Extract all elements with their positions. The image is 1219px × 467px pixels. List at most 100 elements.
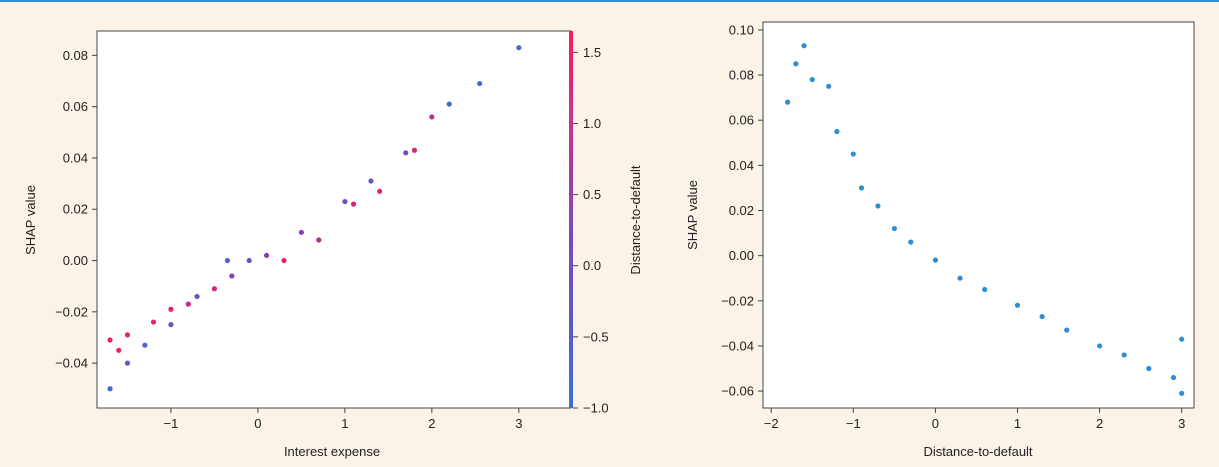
right-y-tick-label: −0.06	[721, 384, 754, 399]
left-point	[185, 301, 191, 307]
left-point	[116, 347, 122, 353]
left-x-axis: −1 0 1 2 3	[164, 408, 522, 431]
right-y-axis-label: SHAP value	[685, 180, 700, 250]
right-y-tick-label: 0.04	[729, 158, 754, 173]
left-point	[211, 286, 218, 292]
left-point	[224, 257, 231, 264]
left-point	[403, 150, 409, 156]
left-y-axis: −0.04 −0.02 0.00 0.02 0.04 0.06 0.08	[55, 48, 97, 371]
left-point	[124, 360, 131, 366]
left-point	[124, 332, 131, 338]
right-point	[1014, 302, 1021, 308]
right-point	[1170, 374, 1177, 381]
left-point	[377, 188, 383, 194]
colorbar-tick-label: 1.0	[583, 116, 601, 131]
right-point	[1146, 365, 1152, 372]
left-point	[298, 229, 304, 235]
left-point	[411, 147, 418, 153]
left-y-tick-label: 0.02	[63, 202, 88, 217]
left-point	[516, 45, 522, 51]
right-y-tick-label: −0.04	[721, 338, 754, 353]
right-point	[793, 61, 799, 67]
left-x-tick-label: −1	[164, 416, 179, 431]
right-point	[908, 239, 914, 245]
left-y-tick-label: 0.06	[63, 99, 88, 114]
left-x-tick-label: 1	[341, 416, 348, 431]
left-y-axis-label: SHAP value	[23, 185, 38, 255]
right-point	[1179, 390, 1185, 396]
right-plot-area	[762, 21, 1195, 409]
colorbar	[569, 31, 573, 408]
left-x-tick-label: 3	[515, 416, 522, 431]
right-point	[982, 286, 988, 293]
right-point	[891, 225, 897, 232]
left-point	[368, 178, 374, 184]
left-point	[142, 342, 148, 348]
right-y-tick-label: 0.06	[729, 113, 754, 128]
left-dependence-plot: −1 0 1 2 3 −0.04 −0.02 0.00 0.02 0.04 0.06 0.08 In…	[23, 30, 643, 459]
right-y-tick-label: 0.08	[729, 68, 754, 83]
left-point	[168, 322, 174, 328]
left-y-tick-label: 0.08	[63, 48, 88, 63]
right-point	[809, 76, 815, 83]
colorbar-tick-label: 1.5	[583, 45, 601, 60]
right-point-cloud	[785, 43, 1185, 396]
colorbar-tick-label: −1.0	[583, 401, 609, 416]
right-point	[957, 275, 963, 281]
right-point	[1121, 352, 1127, 358]
colorbar-label: Distance-to-default	[628, 165, 643, 274]
left-point	[263, 252, 270, 259]
right-point	[875, 203, 881, 209]
right-x-tick-label: 1	[1014, 416, 1021, 431]
top-accent-rule	[0, 0, 1219, 2]
left-point	[281, 257, 287, 264]
right-x-axis: −2 −1 0 1 2 3	[764, 408, 1185, 431]
right-point	[858, 185, 865, 191]
colorbar-tick-label: −0.5	[583, 329, 609, 344]
left-point-cloud	[107, 45, 522, 392]
colorbar-ticks: −1.0 −0.5 0.0 0.5 1.0 1.5	[573, 45, 609, 416]
left-point	[477, 80, 483, 87]
left-plot-area	[96, 30, 572, 409]
right-x-tick-label: 2	[1096, 416, 1103, 431]
left-point	[194, 293, 200, 300]
left-x-tick-label: 0	[254, 416, 261, 431]
right-x-tick-label: 0	[932, 416, 939, 431]
left-x-tick-label: 2	[428, 416, 435, 431]
left-point	[246, 257, 252, 264]
left-point	[150, 319, 157, 325]
right-point	[1039, 313, 1045, 320]
left-point	[168, 306, 174, 312]
left-point	[342, 198, 348, 205]
left-point	[429, 114, 435, 120]
right-point	[801, 43, 807, 49]
right-y-axis: −0.06 −0.04 −0.02 0.00 0.02 0.04 0.06 0.08 0.10	[721, 22, 763, 399]
right-point	[826, 83, 832, 89]
left-point	[350, 201, 357, 207]
right-x-tick-label: −2	[764, 416, 779, 431]
left-y-tick-label: 0.00	[63, 253, 88, 268]
left-point	[316, 237, 322, 243]
left-x-axis-label: Interest expense	[284, 444, 380, 459]
left-y-tick-label: −0.04	[55, 356, 88, 371]
right-point	[850, 151, 856, 157]
right-x-tick-label: 3	[1178, 416, 1185, 431]
right-y-tick-label: 0.00	[729, 248, 754, 263]
left-point	[229, 273, 235, 279]
right-point	[785, 99, 791, 105]
left-y-tick-label: −0.02	[55, 304, 88, 319]
right-point	[1096, 343, 1103, 349]
right-point	[1064, 327, 1070, 333]
colorbar-tick-label: 0.0	[583, 258, 601, 273]
right-point	[834, 128, 840, 135]
colorbar-tick-label: 0.5	[583, 187, 601, 202]
right-x-axis-label: Distance-to-default	[923, 444, 1032, 459]
left-point	[107, 337, 113, 343]
left-point	[446, 101, 452, 107]
right-x-tick-label: −1	[846, 416, 861, 431]
right-y-tick-label: 0.10	[729, 22, 754, 37]
right-y-tick-label: 0.02	[729, 203, 754, 218]
right-point	[1179, 336, 1185, 342]
left-point	[107, 386, 113, 392]
